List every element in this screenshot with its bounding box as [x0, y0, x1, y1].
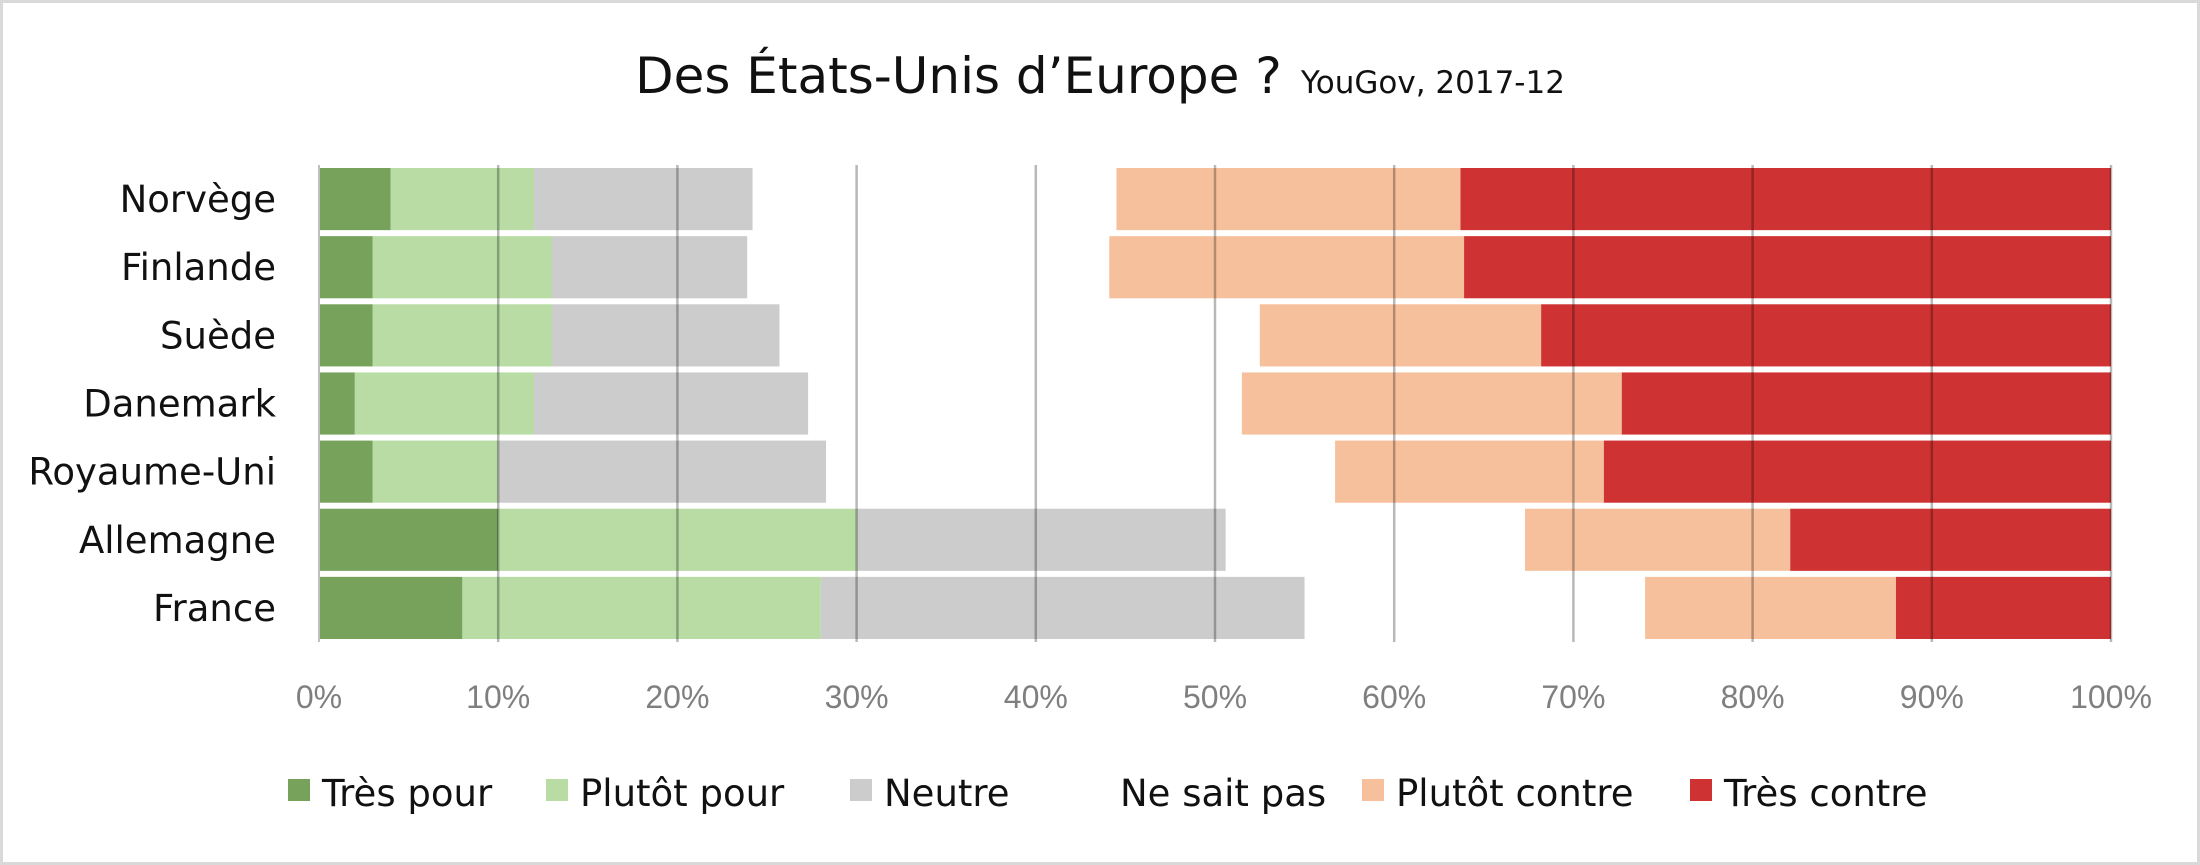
- legend-label-ne-sait-pas: Ne sait pas: [1120, 772, 1326, 815]
- legend-swatch-tres-contre: [1690, 779, 1712, 801]
- bar-norvege-tres-pour: [319, 168, 391, 231]
- chart-title-subtitle: YouGov, 2017-12: [1300, 65, 1565, 101]
- bar-allemagne-neutre: [856, 508, 1226, 571]
- legend-swatch-plutot-contre: [1362, 779, 1384, 801]
- bar-suede-tres-pour: [319, 304, 373, 367]
- bar-danemark-neutre: [534, 372, 809, 435]
- category-labels: Norvège Finlande Suède Danemark Royaume-Uni A…: [28, 178, 276, 630]
- x-tick-label-1: 10%: [466, 679, 530, 715]
- legend-swatch-tres-pour: [288, 779, 310, 801]
- x-tick-label-5: 50%: [1183, 679, 1247, 715]
- bar-suede-neutre: [551, 304, 780, 367]
- legend-label-plutot-pour: Plutôt pour: [580, 772, 785, 815]
- legend-label-tres-pour: Très pour: [321, 772, 493, 815]
- legend-swatch-neutre: [850, 779, 872, 801]
- bar-finlande-ne-sait-pas: [747, 236, 1110, 299]
- bar-allemagne-plutot-contre: [1525, 508, 1791, 571]
- x-tick-label-7: 70%: [1541, 679, 1605, 715]
- bars-layer: [319, 168, 2111, 639]
- bar-france-tres-pour: [319, 576, 463, 639]
- legend-swatch-plutot-pour: [546, 779, 568, 801]
- bar-danemark-tres-pour: [319, 372, 355, 435]
- bar-france-plutot-contre: [1645, 576, 1896, 639]
- bar-finlande-tres-pour: [319, 236, 373, 299]
- bar-norvege-plutot-contre: [1116, 168, 1461, 231]
- bar-danemark-ne-sait-pas: [808, 372, 1242, 435]
- bar-royaume-uni-tres-pour: [319, 440, 373, 503]
- grid-layer: [318, 165, 2113, 642]
- legend-label-neutre: Neutre: [884, 772, 1010, 815]
- category-label-finlande: Finlande: [121, 246, 276, 289]
- bar-france-tres-contre: [1895, 576, 2111, 639]
- category-label-allemagne: Allemagne: [79, 519, 276, 562]
- x-tick-label-4: 40%: [1004, 679, 1068, 715]
- bar-royaume-uni-plutot-pour: [372, 440, 499, 503]
- x-tick-label-2: 20%: [645, 679, 709, 715]
- bar-royaume-uni-plutot-contre: [1335, 440, 1604, 503]
- bar-finlande-plutot-pour: [372, 236, 552, 299]
- bar-danemark-tres-contre: [1621, 372, 2111, 435]
- bar-norvege-ne-sait-pas: [752, 168, 1117, 231]
- x-axis-tick-labels: 0% 10% 20% 30% 40% 50% 60% 70% 80% 90% 100%: [296, 679, 2152, 715]
- bar-finlande-tres-contre: [1464, 236, 2111, 299]
- legend-label-tres-contre: Très contre: [1723, 772, 1927, 815]
- bar-france-ne-sait-pas: [1304, 576, 1646, 639]
- category-label-norvege: Norvège: [120, 178, 276, 221]
- x-tick-label-0: 0%: [296, 679, 342, 715]
- bar-royaume-uni-neutre: [498, 440, 827, 503]
- category-label-suede: Suède: [160, 314, 276, 357]
- bar-danemark-plutot-pour: [354, 372, 535, 435]
- bar-finlande-plutot-contre: [1109, 236, 1465, 299]
- bar-suede-tres-contre: [1541, 304, 2111, 367]
- bar-norvege-neutre: [534, 168, 753, 231]
- bar-royaume-uni-ne-sait-pas: [826, 440, 1336, 503]
- x-tick-label-3: 30%: [825, 679, 889, 715]
- bar-suede-plutot-contre: [1259, 304, 1542, 367]
- category-label-danemark: Danemark: [83, 383, 276, 426]
- chart-title-main: Des États-Unis d’Europe ?: [635, 46, 1282, 105]
- bar-finlande-neutre: [551, 236, 748, 299]
- legend: Très pour Plutôt pour Neutre Ne sait pas Plu…: [288, 772, 1927, 815]
- bar-royaume-uni-tres-contre: [1603, 440, 2111, 503]
- bar-allemagne-plutot-pour: [498, 508, 857, 571]
- category-label-france: France: [153, 587, 276, 630]
- bar-france-plutot-pour: [462, 576, 821, 639]
- legend-swatch-ne-sait-pas: [1086, 779, 1108, 801]
- category-label-royaume-uni: Royaume-Uni: [28, 451, 276, 494]
- bar-norvege-plutot-pour: [390, 168, 535, 231]
- bar-france-neutre: [820, 576, 1305, 639]
- x-tick-label-6: 60%: [1362, 679, 1426, 715]
- x-tick-label-8: 80%: [1721, 679, 1785, 715]
- x-tick-label-10: 100%: [2070, 679, 2152, 715]
- bar-allemagne-ne-sait-pas: [1225, 508, 1526, 571]
- bar-danemark-plutot-contre: [1241, 372, 1622, 435]
- x-tick-label-9: 90%: [1900, 679, 1964, 715]
- bar-allemagne-tres-contre: [1790, 508, 2111, 571]
- bar-allemagne-tres-pour: [319, 508, 499, 571]
- chart-title: Des États-Unis d’Europe ? YouGov, 2017-1…: [635, 46, 1565, 105]
- bar-suede-ne-sait-pas: [779, 304, 1260, 367]
- bar-suede-plutot-pour: [372, 304, 552, 367]
- bar-norvege-tres-contre: [1460, 168, 2111, 231]
- legend-label-plutot-contre: Plutôt contre: [1396, 772, 1634, 815]
